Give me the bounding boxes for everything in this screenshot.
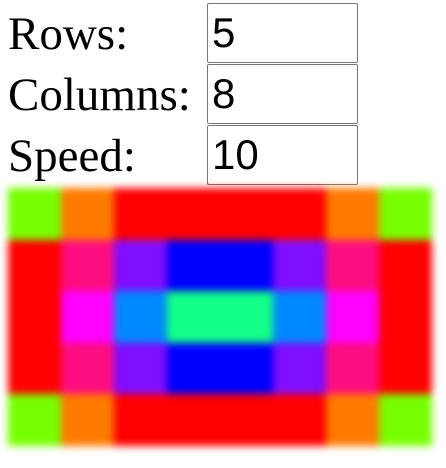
grid-cell xyxy=(379,394,432,446)
grid-cell xyxy=(114,394,167,446)
columns-input[interactable] xyxy=(207,64,358,124)
rows-label: Rows: xyxy=(8,8,129,60)
grid-cell xyxy=(379,239,432,292)
grid-cell xyxy=(8,239,61,292)
grid-cell xyxy=(167,291,220,343)
grid-cell xyxy=(61,394,114,446)
grid-cell xyxy=(8,394,61,446)
grid-cell xyxy=(114,239,167,292)
speed-label: Speed: xyxy=(8,130,136,182)
grid-cell xyxy=(379,188,432,240)
speed-input[interactable] xyxy=(207,125,358,185)
grid-cell xyxy=(220,291,273,343)
grid-cell xyxy=(273,342,326,395)
grid-cell xyxy=(326,188,379,240)
grid-cell xyxy=(61,291,114,343)
grid-cell xyxy=(114,291,167,343)
color-grid xyxy=(8,188,432,446)
grid-cell xyxy=(379,291,432,343)
grid-cell xyxy=(8,291,61,343)
grid-cell xyxy=(61,342,114,395)
grid-cell xyxy=(167,188,220,240)
grid-cell xyxy=(167,342,220,395)
rows-input[interactable] xyxy=(207,3,358,63)
grid-cell xyxy=(220,394,273,446)
grid-cell xyxy=(167,394,220,446)
grid-cell xyxy=(326,239,379,292)
columns-label: Columns: xyxy=(8,69,191,121)
grid-cell xyxy=(220,188,273,240)
color-grid-canvas xyxy=(8,188,432,446)
grid-cell xyxy=(326,342,379,395)
grid-cell xyxy=(61,188,114,240)
grid-cell xyxy=(273,394,326,446)
grid-cell xyxy=(220,342,273,395)
grid-cell xyxy=(273,188,326,240)
grid-cell xyxy=(167,239,220,292)
grid-cell xyxy=(114,342,167,395)
grid-cell xyxy=(220,239,273,292)
grid-cell xyxy=(8,188,61,240)
grid-cell xyxy=(61,239,114,292)
grid-cell xyxy=(326,394,379,446)
grid-cell xyxy=(273,239,326,292)
grid-cell xyxy=(114,188,167,240)
grid-cell xyxy=(273,291,326,343)
grid-cell xyxy=(379,342,432,395)
grid-cell xyxy=(8,342,61,395)
grid-cell xyxy=(326,291,379,343)
